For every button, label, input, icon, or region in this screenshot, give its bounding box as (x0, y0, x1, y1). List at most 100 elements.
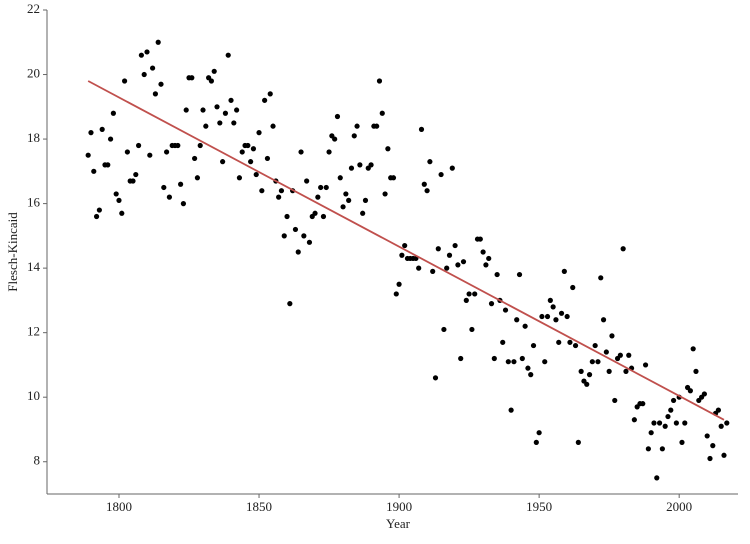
point (542, 359, 548, 365)
point (287, 301, 293, 307)
point (304, 178, 310, 184)
point (645, 446, 651, 452)
point (278, 188, 285, 194)
point (231, 120, 237, 126)
point (550, 304, 556, 310)
point (421, 181, 427, 187)
point (662, 423, 668, 429)
point (547, 297, 553, 303)
point (385, 146, 391, 152)
point (113, 191, 119, 197)
x-tick-label: 1950 (526, 499, 552, 514)
point (469, 326, 475, 333)
point (441, 326, 447, 333)
point (357, 162, 363, 168)
point (592, 342, 598, 349)
point (704, 433, 710, 439)
point (446, 252, 453, 258)
y-tick-label: 22 (27, 1, 40, 16)
point (528, 372, 534, 378)
point (584, 381, 590, 387)
point (424, 188, 430, 194)
point (396, 281, 402, 287)
point (228, 97, 234, 103)
point (301, 233, 307, 239)
point (239, 149, 245, 155)
point (418, 126, 425, 132)
point (567, 339, 573, 345)
point (166, 194, 173, 200)
point (376, 78, 383, 84)
point (116, 197, 122, 203)
point (466, 291, 472, 297)
point (334, 113, 341, 120)
point (284, 213, 290, 220)
point (463, 297, 469, 303)
point (480, 249, 486, 255)
point (603, 349, 609, 355)
point (656, 420, 663, 426)
point (399, 252, 405, 258)
point (147, 152, 153, 158)
point (544, 313, 551, 320)
point (654, 475, 660, 481)
point (402, 242, 408, 249)
point (110, 110, 116, 116)
point (670, 397, 677, 404)
point (164, 149, 170, 155)
point (194, 175, 201, 181)
point (197, 142, 203, 149)
point (253, 171, 259, 178)
point (225, 52, 231, 58)
point (600, 317, 607, 323)
point (91, 168, 97, 174)
point (460, 259, 467, 265)
point (236, 175, 243, 181)
point (368, 162, 374, 168)
point (250, 146, 257, 152)
point (558, 310, 565, 316)
point (351, 133, 357, 139)
point (516, 271, 523, 278)
point (449, 165, 455, 171)
point (208, 78, 215, 84)
y-tick-label: 8 (34, 453, 41, 468)
point (332, 136, 338, 142)
point (701, 391, 707, 397)
point (522, 323, 528, 329)
point (626, 352, 632, 358)
point (715, 407, 721, 413)
point (180, 201, 187, 207)
point (222, 110, 229, 116)
point (315, 194, 321, 200)
point (214, 104, 220, 110)
y-tick-label: 12 (27, 324, 40, 339)
point (690, 346, 696, 352)
point (525, 365, 531, 371)
point (390, 175, 397, 181)
point (483, 262, 489, 268)
point (306, 239, 313, 245)
point (175, 142, 181, 149)
point (161, 184, 167, 191)
point (491, 355, 497, 362)
x-axis-title: Year (386, 516, 411, 531)
point (189, 75, 195, 81)
point (96, 207, 102, 213)
point (438, 171, 444, 178)
point (620, 246, 626, 252)
point (155, 39, 161, 45)
point (107, 136, 114, 142)
point (612, 397, 618, 404)
point (149, 65, 156, 71)
point (514, 317, 520, 323)
point (259, 188, 265, 194)
point (192, 155, 198, 162)
point (564, 313, 570, 320)
point (609, 333, 615, 339)
point (668, 407, 674, 413)
point (444, 265, 450, 271)
point (665, 413, 671, 420)
point (362, 197, 369, 203)
